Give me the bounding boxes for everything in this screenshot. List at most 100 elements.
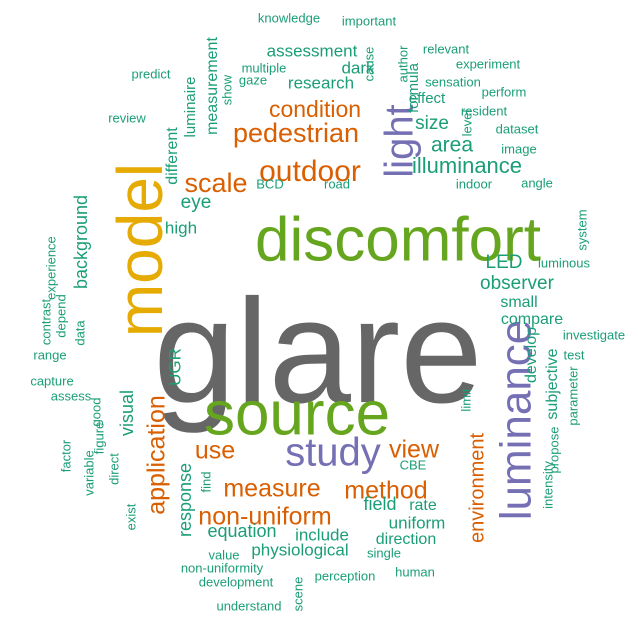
word-perception: perception: [315, 568, 376, 583]
word-assessment: assessment: [267, 41, 358, 60]
word-value: value: [208, 547, 239, 562]
word-luminous: luminous: [538, 255, 591, 270]
word-knowledge: knowledge: [258, 10, 320, 25]
word-develop: develop: [523, 327, 540, 383]
word-good: good: [88, 398, 103, 427]
word-find: find: [198, 472, 213, 493]
word-depend: depend: [53, 294, 68, 337]
word-exist: exist: [123, 503, 138, 530]
word-level: level: [459, 110, 474, 137]
word-non-uniform: non-uniform: [198, 503, 331, 531]
word-direction: direction: [376, 531, 436, 548]
word-dark: dark: [341, 58, 375, 77]
word-equation: equation: [207, 521, 276, 541]
word-background: background: [71, 195, 91, 289]
word-eye: eye: [181, 192, 212, 213]
word-effect: effect: [409, 90, 446, 107]
word-review: review: [108, 110, 146, 125]
word-contrast: contrast: [38, 298, 53, 345]
word-use: use: [195, 437, 235, 465]
word-condition: condition: [269, 96, 361, 122]
word-direct: direct: [106, 453, 121, 485]
word-limit: limit: [458, 388, 473, 411]
word-area: area: [431, 134, 473, 157]
word-size: size: [415, 113, 449, 134]
word-study: study: [285, 431, 381, 475]
word-angle: angle: [521, 175, 553, 190]
word-development: development: [199, 574, 274, 589]
word-compare: compare: [501, 311, 563, 328]
word-road: road: [324, 176, 350, 191]
word-field: field: [363, 494, 396, 514]
word-visual: visual: [117, 390, 137, 436]
word-capture: capture: [30, 373, 73, 388]
word-system: system: [574, 209, 589, 250]
word-ugr: UGR: [165, 348, 184, 386]
word-resident: resident: [461, 103, 508, 118]
word-small: small: [500, 294, 537, 311]
word-sensation: sensation: [425, 74, 481, 89]
word-include: include: [295, 525, 349, 544]
word-glare: glare: [153, 269, 482, 434]
word-test: test: [564, 347, 585, 362]
word-rate: rate: [409, 497, 437, 514]
word-light: light: [378, 104, 422, 177]
word-factor: factor: [58, 439, 73, 472]
word-bcd: BCD: [256, 176, 283, 191]
word-parameter: parameter: [565, 366, 580, 426]
word-variable: variable: [81, 450, 96, 496]
word-predict: predict: [131, 66, 170, 81]
word-response: response: [175, 463, 195, 537]
word-illuminance: illuminance: [412, 153, 522, 178]
word-show: show: [219, 74, 234, 105]
word-image: image: [501, 141, 536, 156]
word-uniform: uniform: [389, 513, 446, 532]
word-perform: perform: [482, 84, 527, 99]
word-important: important: [342, 13, 397, 28]
word-environment: environment: [466, 433, 488, 544]
word-investigate: investigate: [563, 327, 625, 342]
word-propose: propose: [546, 427, 561, 474]
word-different: different: [164, 127, 181, 185]
word-relevant: relevant: [423, 41, 470, 56]
word-application: application: [143, 395, 171, 515]
word-multiple: multiple: [242, 60, 287, 75]
word-luminance: luminance: [492, 320, 541, 521]
word-cbe: CBE: [400, 457, 427, 472]
word-discomfort: discomfort: [255, 205, 541, 274]
word-scale: scale: [184, 168, 247, 198]
word-experience: experience: [43, 236, 58, 300]
word-author: author: [395, 45, 410, 83]
word-single: single: [367, 545, 401, 560]
word-formula: formula: [405, 62, 422, 113]
word-pedestrian: pedestrian: [233, 118, 359, 148]
word-range: range: [33, 347, 66, 362]
word-research: research: [288, 73, 354, 92]
word-model: model: [104, 163, 176, 337]
word-measurement: measurement: [204, 37, 221, 135]
word-view: view: [389, 436, 440, 464]
word-figure: figure: [91, 422, 106, 455]
word-indoor: indoor: [456, 176, 493, 191]
word-physiological: physiological: [251, 540, 348, 559]
word-data: data: [72, 320, 87, 346]
word-measure: measure: [223, 475, 320, 503]
word-assess: assess: [51, 388, 92, 403]
word-outdoor: outdoor: [259, 155, 361, 188]
word-non-uniformity: non-uniformity: [181, 560, 264, 575]
word-gaze: gaze: [239, 72, 267, 87]
word-led: LED: [486, 252, 523, 273]
word-understand: understand: [216, 598, 281, 613]
word-experiment: experiment: [456, 56, 521, 71]
word-observer: observer: [480, 273, 555, 294]
word-human: human: [395, 564, 435, 579]
word-cause: cause: [361, 47, 376, 82]
word-luminaire: luminaire: [182, 77, 199, 138]
word-scene: scene: [290, 577, 305, 612]
word-subjective: subjective: [544, 348, 561, 419]
word-method: method: [344, 477, 427, 505]
word-high: high: [165, 218, 197, 237]
word-intensity: intensity: [540, 461, 555, 509]
